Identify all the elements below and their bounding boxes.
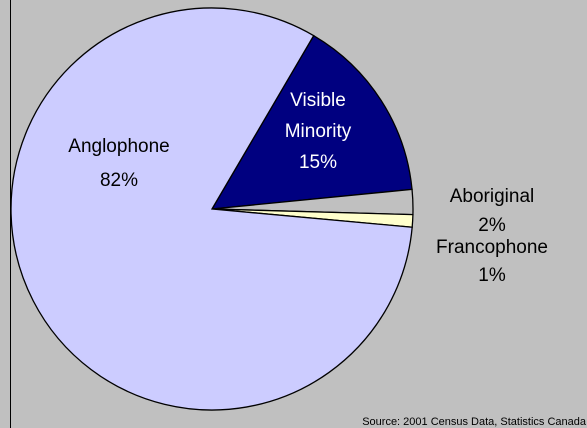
label-francophone-value: 1%	[478, 265, 506, 286]
slices	[10, 7, 414, 411]
label-visible-minority-value: 15%	[299, 152, 337, 173]
pie-slice-anglophone	[10, 7, 413, 411]
label-francophone-name: Francophone	[436, 237, 548, 258]
label-anglophone-value: 82%	[100, 170, 138, 191]
label-anglophone-name: Anglophone	[68, 136, 169, 157]
label-aboriginal-value: 2%	[478, 215, 506, 236]
pie-slice-visible-minority	[210, 34, 413, 210]
label-visible-minority-line2: Minority	[285, 121, 352, 142]
label-aboriginal-name: Aboriginal	[450, 186, 535, 207]
source-note: Source: 2001 Census Data, Statistics Can…	[362, 416, 587, 428]
label-visible-minority-line1: Visible	[290, 90, 346, 111]
